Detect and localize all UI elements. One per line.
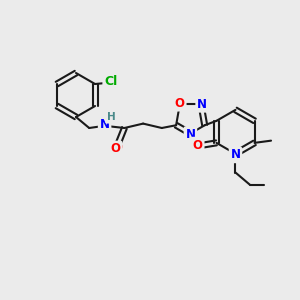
Text: O: O bbox=[193, 139, 203, 152]
Text: O: O bbox=[175, 97, 185, 110]
Text: H: H bbox=[106, 113, 115, 123]
Text: N: N bbox=[198, 97, 208, 110]
Text: O: O bbox=[194, 139, 204, 152]
Text: N: N bbox=[100, 118, 110, 131]
Text: Cl: Cl bbox=[106, 75, 119, 88]
Text: N: N bbox=[232, 148, 242, 161]
Text: N: N bbox=[185, 128, 195, 141]
Text: N: N bbox=[187, 129, 196, 142]
Text: O: O bbox=[113, 141, 123, 154]
Text: N: N bbox=[100, 119, 110, 132]
Text: O: O bbox=[111, 142, 121, 155]
Text: H: H bbox=[107, 112, 116, 122]
Text: N: N bbox=[197, 98, 207, 111]
Text: Cl: Cl bbox=[104, 75, 118, 88]
Text: N: N bbox=[230, 148, 241, 161]
Text: O: O bbox=[175, 97, 185, 110]
